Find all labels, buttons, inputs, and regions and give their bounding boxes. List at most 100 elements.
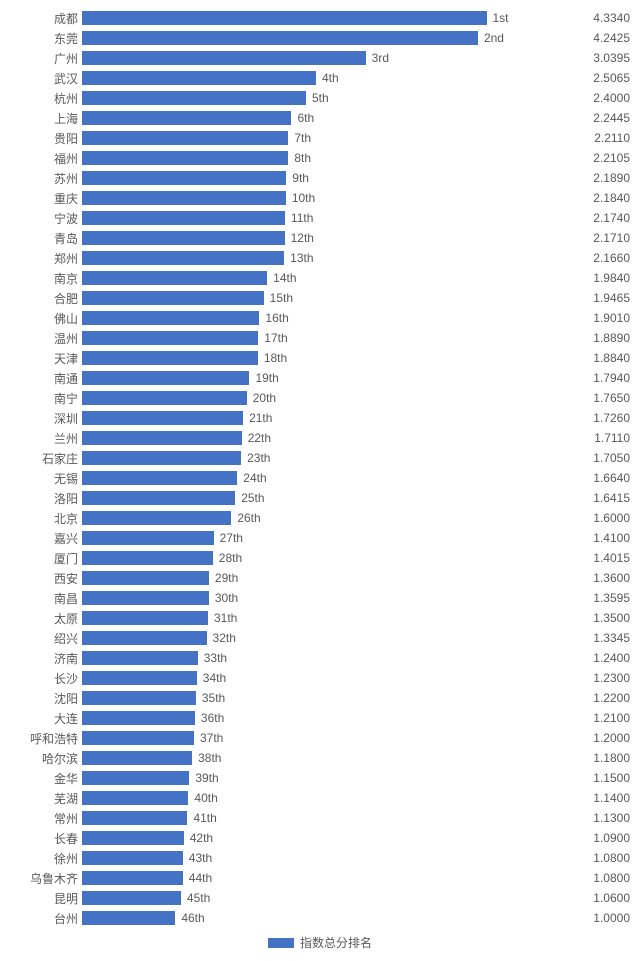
rank-label: 30th	[215, 591, 238, 605]
bar-area: 14th	[82, 271, 564, 285]
bar-area: 15th	[82, 291, 564, 305]
value-label: 1.0600	[564, 891, 630, 905]
city-label: 长春	[10, 830, 82, 847]
bar-area: 4th	[82, 71, 564, 85]
value-label: 1.9840	[564, 271, 630, 285]
rank-label: 14th	[273, 271, 296, 285]
value-label: 1.7110	[564, 431, 630, 445]
bar	[82, 91, 306, 105]
bar-area: 37th	[82, 731, 564, 745]
value-label: 1.6640	[564, 471, 630, 485]
bar	[82, 31, 478, 45]
city-label: 南宁	[10, 390, 82, 407]
value-label: 2.1710	[564, 231, 630, 245]
city-label: 台州	[10, 910, 82, 927]
bar-area: 30th	[82, 591, 564, 605]
bar-area: 6th	[82, 111, 564, 125]
rank-label: 28th	[219, 551, 242, 565]
city-label: 杭州	[10, 90, 82, 107]
city-label: 宁波	[10, 210, 82, 227]
bar	[82, 511, 231, 525]
chart-row: 郑州13th2.1660	[10, 248, 630, 268]
rank-label: 39th	[195, 771, 218, 785]
city-label: 青岛	[10, 230, 82, 247]
rank-label: 36th	[201, 711, 224, 725]
chart-row: 石家庄23th1.7050	[10, 448, 630, 468]
bar	[82, 491, 235, 505]
bar	[82, 631, 207, 645]
rank-label: 5th	[312, 91, 329, 105]
legend-label: 指数总分排名	[300, 934, 372, 951]
rank-label: 8th	[294, 151, 311, 165]
value-label: 1.4100	[564, 531, 630, 545]
bar	[82, 751, 192, 765]
value-label: 2.2105	[564, 151, 630, 165]
value-label: 1.1500	[564, 771, 630, 785]
chart-row: 哈尔滨38th1.1800	[10, 748, 630, 768]
bar	[82, 471, 237, 485]
rank-label: 9th	[292, 171, 309, 185]
value-label: 2.1840	[564, 191, 630, 205]
rank-label: 12th	[291, 231, 314, 245]
city-label: 芜湖	[10, 790, 82, 807]
value-label: 1.1300	[564, 811, 630, 825]
city-label: 苏州	[10, 170, 82, 187]
value-label: 1.0800	[564, 871, 630, 885]
rank-label: 21th	[249, 411, 272, 425]
rank-label: 20th	[253, 391, 276, 405]
bar-rows-container: 成都1st4.3340东莞2nd4.2425广州3rd3.0395武汉4th2.…	[10, 8, 630, 928]
chart-row: 常州41th1.1300	[10, 808, 630, 828]
value-label: 1.0000	[564, 911, 630, 925]
value-label: 1.8840	[564, 351, 630, 365]
chart-row: 沈阳35th1.2200	[10, 688, 630, 708]
bar-area: 45th	[82, 891, 564, 905]
bar	[82, 691, 196, 705]
bar-area: 22th	[82, 431, 564, 445]
bar	[82, 591, 209, 605]
value-label: 2.5065	[564, 71, 630, 85]
chart-row: 绍兴32th1.3345	[10, 628, 630, 648]
bar-area: 28th	[82, 551, 564, 565]
bar-area: 34th	[82, 671, 564, 685]
rank-label: 23th	[247, 451, 270, 465]
value-label: 2.1890	[564, 171, 630, 185]
value-label: 1.7050	[564, 451, 630, 465]
bar	[82, 11, 487, 25]
city-label: 乌鲁木齐	[10, 870, 82, 887]
rank-label: 46th	[181, 911, 204, 925]
value-label: 1.2400	[564, 651, 630, 665]
rank-label: 24th	[243, 471, 266, 485]
city-label: 大连	[10, 710, 82, 727]
chart-row: 武汉4th2.5065	[10, 68, 630, 88]
bar-area: 2nd	[82, 31, 564, 45]
bar-area: 26th	[82, 511, 564, 525]
chart-row: 长春42th1.0900	[10, 828, 630, 848]
bar	[82, 131, 288, 145]
bar-area: 3rd	[82, 51, 564, 65]
city-label: 东莞	[10, 30, 82, 47]
bar	[82, 251, 284, 265]
bar	[82, 71, 316, 85]
rank-label: 2nd	[484, 31, 504, 45]
city-label: 金华	[10, 770, 82, 787]
bar-area: 12th	[82, 231, 564, 245]
city-label: 厦门	[10, 550, 82, 567]
chart-row: 佛山16th1.9010	[10, 308, 630, 328]
bar	[82, 791, 188, 805]
bar	[82, 51, 366, 65]
rank-label: 43th	[189, 851, 212, 865]
city-label: 佛山	[10, 310, 82, 327]
value-label: 1.1400	[564, 791, 630, 805]
value-label: 1.3345	[564, 631, 630, 645]
bar-area: 18th	[82, 351, 564, 365]
bar-area: 11th	[82, 211, 564, 225]
bar-area: 29th	[82, 571, 564, 585]
rank-label: 27th	[220, 531, 243, 545]
chart-row: 乌鲁木齐44th1.0800	[10, 868, 630, 888]
chart-row: 深圳21th1.7260	[10, 408, 630, 428]
chart-legend: 指数总分排名	[10, 934, 630, 951]
bar-area: 38th	[82, 751, 564, 765]
city-label: 无锡	[10, 470, 82, 487]
chart-row: 南京14th1.9840	[10, 268, 630, 288]
bar	[82, 451, 241, 465]
